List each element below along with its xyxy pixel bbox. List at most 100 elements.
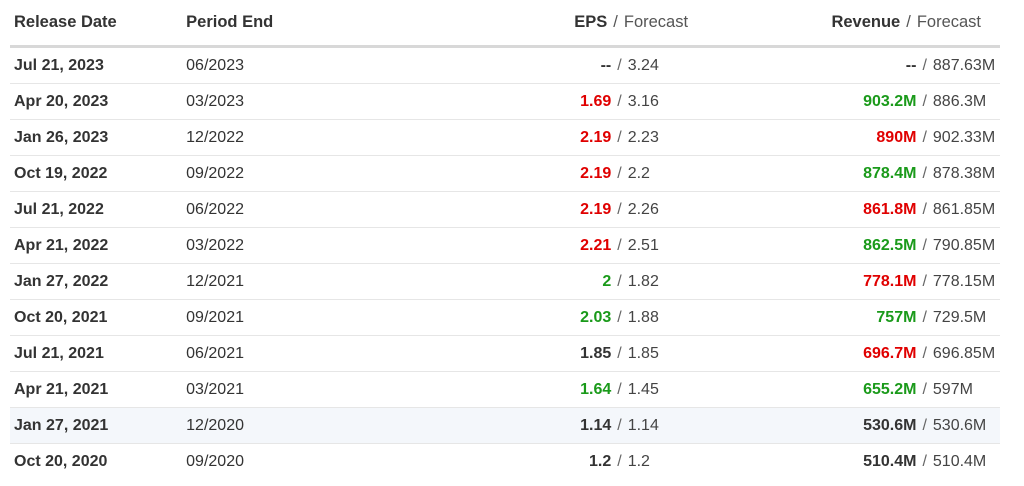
- revenue-separator: /: [922, 200, 927, 218]
- period-end-cell: 09/2020: [186, 452, 244, 470]
- eps-actual-value: 2.19: [580, 164, 612, 182]
- revenue-forecast-value: 878.38M: [932, 164, 996, 182]
- revenue-separator: /: [922, 92, 927, 110]
- period-end-cell: 09/2022: [186, 155, 345, 192]
- revenue-actual-value: 862.5M: [863, 236, 917, 254]
- revenue-forecast-value: 887.63M: [932, 56, 996, 74]
- table-row: Jul 21, 2023 06/2023 -- / 3.24 -- / 887.63M: [10, 46, 1000, 84]
- table-row: Oct 19, 2022 09/2022 2.19 / 2.2 878.4M / 878.38…: [10, 155, 1000, 192]
- eps-forecast-value: 2.51: [627, 236, 659, 254]
- header-eps-separator: /: [613, 13, 618, 31]
- revenue-cell: 903.2M / 886.3M: [831, 83, 1000, 120]
- eps-separator: /: [617, 272, 622, 290]
- eps-forecast-value: 2.23: [627, 128, 659, 146]
- eps-actual-value: 2.19: [580, 200, 612, 218]
- revenue-forecast-value: 790.85M: [932, 236, 996, 254]
- period-end-cell: 03/2021: [186, 371, 345, 408]
- header-revenue[interactable]: Revenue / Forecast: [831, 0, 1000, 48]
- eps-actual-value: 2.19: [580, 128, 612, 146]
- revenue-actual-value: 655.2M: [863, 380, 917, 398]
- period-end-cell: 06/2022: [186, 191, 345, 228]
- eps-forecast-value: 3.24: [627, 56, 659, 74]
- revenue-cell: -- / 887.63M: [831, 46, 1000, 84]
- revenue-separator: /: [922, 452, 927, 470]
- table-row: Jul 21, 2022 06/2022 2.19/2.26 861.8M/861.8…: [10, 191, 1000, 228]
- eps-actual-value: 1.64: [580, 380, 612, 398]
- revenue-cell: 655.2M / 597M: [831, 371, 1000, 408]
- revenue-forecast-value: 597M: [932, 380, 973, 398]
- eps-cell: 2.19 / 2.23: [344, 119, 832, 156]
- table-row: Oct 20, 2021 09/2021 2.03 / 1.88 757M / 729.5M: [10, 299, 1000, 336]
- eps-cell: -- / 3.24: [344, 46, 832, 84]
- revenue-forecast-value: 729.5M: [932, 308, 987, 326]
- revenue-actual-value: 757M: [876, 308, 917, 326]
- revenue-cell: 778.1M / 778.15M: [831, 263, 1000, 300]
- eps-forecast-value: 1.88: [627, 308, 659, 326]
- period-end-cell: 12/2022: [186, 119, 345, 156]
- revenue-cell: 757M / 729.5M: [831, 299, 1000, 336]
- release-date-cell: Jul 21, 2021: [10, 335, 187, 372]
- table-header: Release Date Period End EPS / Forecast Rev…: [10, 0, 1000, 48]
- release-date-cell: Oct 20, 2020: [14, 452, 108, 470]
- table-row: Oct 20, 2020 09/2020 1.2 / 1.2 510.4M / 510.4M: [10, 444, 1000, 480]
- header-eps-label: EPS: [574, 13, 608, 31]
- period-end-cell: 09/2021: [186, 299, 345, 336]
- eps-cell: 2 / 1.82: [344, 263, 832, 300]
- eps-forecast-value: 1.14: [627, 416, 659, 434]
- table-body: Jul 21, 2023 06/2023 -- / 3.24 -- / 887.63M Apr …: [10, 46, 1000, 480]
- revenue-separator: /: [922, 344, 927, 362]
- revenue-separator: /: [922, 272, 927, 290]
- revenue-forecast-value: 886.3M: [932, 92, 987, 110]
- eps-actual-value: --: [600, 56, 612, 74]
- eps-forecast-value: 1.2: [627, 452, 650, 470]
- period-end-cell: 06/2023: [186, 46, 345, 84]
- revenue-cell: 861.8M / 861.85M: [831, 191, 1000, 228]
- eps-actual-value: 1.69: [580, 92, 612, 110]
- release-date-cell: Jul 21, 2022: [10, 191, 187, 228]
- header-row: Release Date Period End EPS / Forecast Rev…: [10, 0, 1000, 48]
- eps-forecast-value: 1.45: [627, 380, 659, 398]
- table-row: Jan 26, 2023 12/2022 2.19 / 2.23 890M / 902.33M: [10, 119, 1000, 156]
- revenue-actual-value: 903.2M: [863, 92, 917, 110]
- eps-cell: 2.19 / 2.26: [344, 191, 832, 228]
- eps-cell: 1.69 / 3.16: [344, 83, 832, 120]
- period-end-cell: 12/2020: [186, 407, 345, 444]
- header-period-end[interactable]: Period End: [186, 0, 345, 48]
- eps-cell: 2.03 / 1.88: [344, 299, 832, 336]
- eps-separator: /: [617, 128, 622, 146]
- earnings-history-table: Release Date Period End EPS / Forecast Rev…: [10, 0, 1000, 479]
- table-row: Apr 21, 2021 03/2021 1.64 / 1.45 655.2M / 597M: [10, 371, 1000, 408]
- eps-actual-value: 1.85: [580, 344, 612, 362]
- eps-forecast-value: 2.2: [627, 164, 650, 182]
- revenue-separator: /: [922, 236, 927, 254]
- header-revenue-forecast-label: Forecast: [916, 13, 981, 31]
- eps-separator: /: [617, 200, 622, 218]
- revenue-cell: 862.5M / 790.85M: [831, 227, 1000, 264]
- eps-cell: 1.14 / 1.14: [344, 407, 832, 444]
- release-date-cell: Jul 21, 2023: [10, 46, 187, 84]
- revenue-separator: /: [922, 416, 927, 434]
- eps-forecast-value: 1.85: [627, 344, 659, 362]
- eps-cell: 1.2 / 1.2: [344, 444, 831, 480]
- revenue-separator: /: [922, 56, 927, 74]
- revenue-forecast-value: 530.6M: [932, 416, 987, 434]
- period-end-cell: 03/2022: [186, 227, 345, 264]
- revenue-forecast-value: 510.4M: [932, 452, 987, 470]
- revenue-cell: 696.7M / 696.85M: [831, 335, 1000, 372]
- header-release-date[interactable]: Release Date: [10, 0, 187, 48]
- period-end-cell: 03/2023: [186, 83, 345, 120]
- revenue-actual-value: --: [905, 56, 917, 74]
- release-date-cell: Jan 26, 2023: [10, 119, 187, 156]
- revenue-forecast-value: 861.85M: [932, 200, 996, 218]
- revenue-actual-value: 510.4M: [863, 452, 917, 470]
- header-eps[interactable]: EPS / Forecast: [344, 0, 832, 48]
- eps-separator: /: [617, 56, 622, 74]
- revenue-actual-value: 861.8M: [863, 200, 917, 218]
- eps-cell: 2.21 / 2.51: [344, 227, 832, 264]
- release-date-cell: Jan 27, 2022: [10, 263, 187, 300]
- release-date-cell: Apr 21, 2021: [10, 371, 187, 408]
- eps-separator: /: [617, 344, 622, 362]
- revenue-separator: /: [922, 128, 927, 146]
- eps-separator: /: [617, 164, 622, 182]
- header-revenue-label: Revenue: [831, 13, 901, 31]
